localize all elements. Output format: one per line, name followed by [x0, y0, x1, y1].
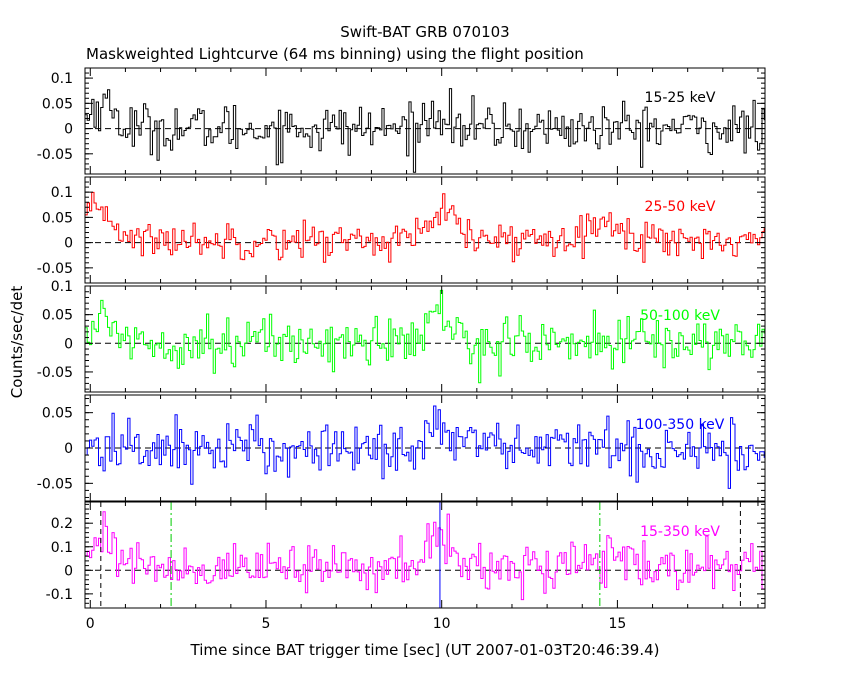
y-tick-label: 0.05: [42, 96, 73, 112]
panel-5: -0.1 0 0.1 0.2 15-350 keV: [46, 501, 766, 609]
panel-2: -0.05 0 0.05 0.1 25-50 keV: [37, 176, 766, 284]
panel-frame: [84, 501, 766, 609]
x-tick-label: 15: [608, 616, 626, 632]
y-tick-label: 0: [64, 336, 73, 352]
y-tick-label: -0.05: [37, 261, 73, 277]
series-line: [85, 289, 765, 384]
y-tick-label: 0: [64, 441, 73, 457]
x-axis-label: Time since BAT trigger time [sec] (UT 20…: [190, 641, 660, 659]
series-label: 15-25 keV: [645, 90, 716, 106]
y-tick-label: 0.1: [51, 185, 73, 201]
series-label: 100-350 keV: [636, 417, 725, 433]
y-tick-label: -0.1: [46, 587, 73, 603]
y-tick-label: 0: [64, 122, 73, 138]
series-label: 15-350 keV: [640, 524, 720, 540]
x-tick-label: 5: [262, 616, 271, 632]
panel-1: -0.05 0 0.05 0.1 15-25 keV: [37, 67, 766, 175]
y-tick-label: 0.1: [51, 540, 73, 556]
panel-frame: [84, 285, 766, 393]
panel-3: -0.05 0 0.05 0.1 50-100 keV: [37, 279, 766, 393]
series-label: 25-50 keV: [645, 199, 716, 215]
y-tick-label: 0.05: [42, 308, 73, 324]
series-line: [85, 511, 765, 601]
panel-4: -0.05 0 0.05 100-350 keV: [37, 394, 766, 502]
series-line: [85, 88, 765, 173]
y-axis-label: Counts/sec/det: [8, 286, 26, 399]
panel-frame: [84, 67, 766, 175]
y-tick-label: 0.2: [51, 516, 73, 532]
panels-group: -0.05 0 0.05 0.1 15-25 keV -0.05 0 0.05 0.1 25-50…: [37, 67, 766, 632]
x-tick-label: 10: [433, 616, 451, 632]
x-tick-label: 0: [86, 616, 95, 632]
series-label: 50-100 keV: [640, 308, 720, 324]
y-tick-label: 0.05: [42, 210, 73, 226]
y-tick-label: 0: [64, 563, 73, 579]
panel-frame: [84, 176, 766, 284]
y-tick-label: 0.05: [42, 406, 73, 422]
y-tick-label: -0.05: [37, 365, 73, 381]
y-tick-label: -0.05: [37, 147, 73, 163]
y-tick-label: -0.05: [37, 476, 73, 492]
y-tick-label: 0: [64, 236, 73, 252]
chart-subtitle: Maskweighted Lightcurve (64 ms binning) …: [86, 45, 584, 63]
y-tick-label: 0.1: [51, 71, 73, 87]
chart-title: Swift-BAT GRB 070103: [340, 23, 509, 41]
series-line: [85, 191, 765, 263]
y-tick-label: 0.1: [51, 279, 73, 295]
series-line: [85, 405, 765, 489]
